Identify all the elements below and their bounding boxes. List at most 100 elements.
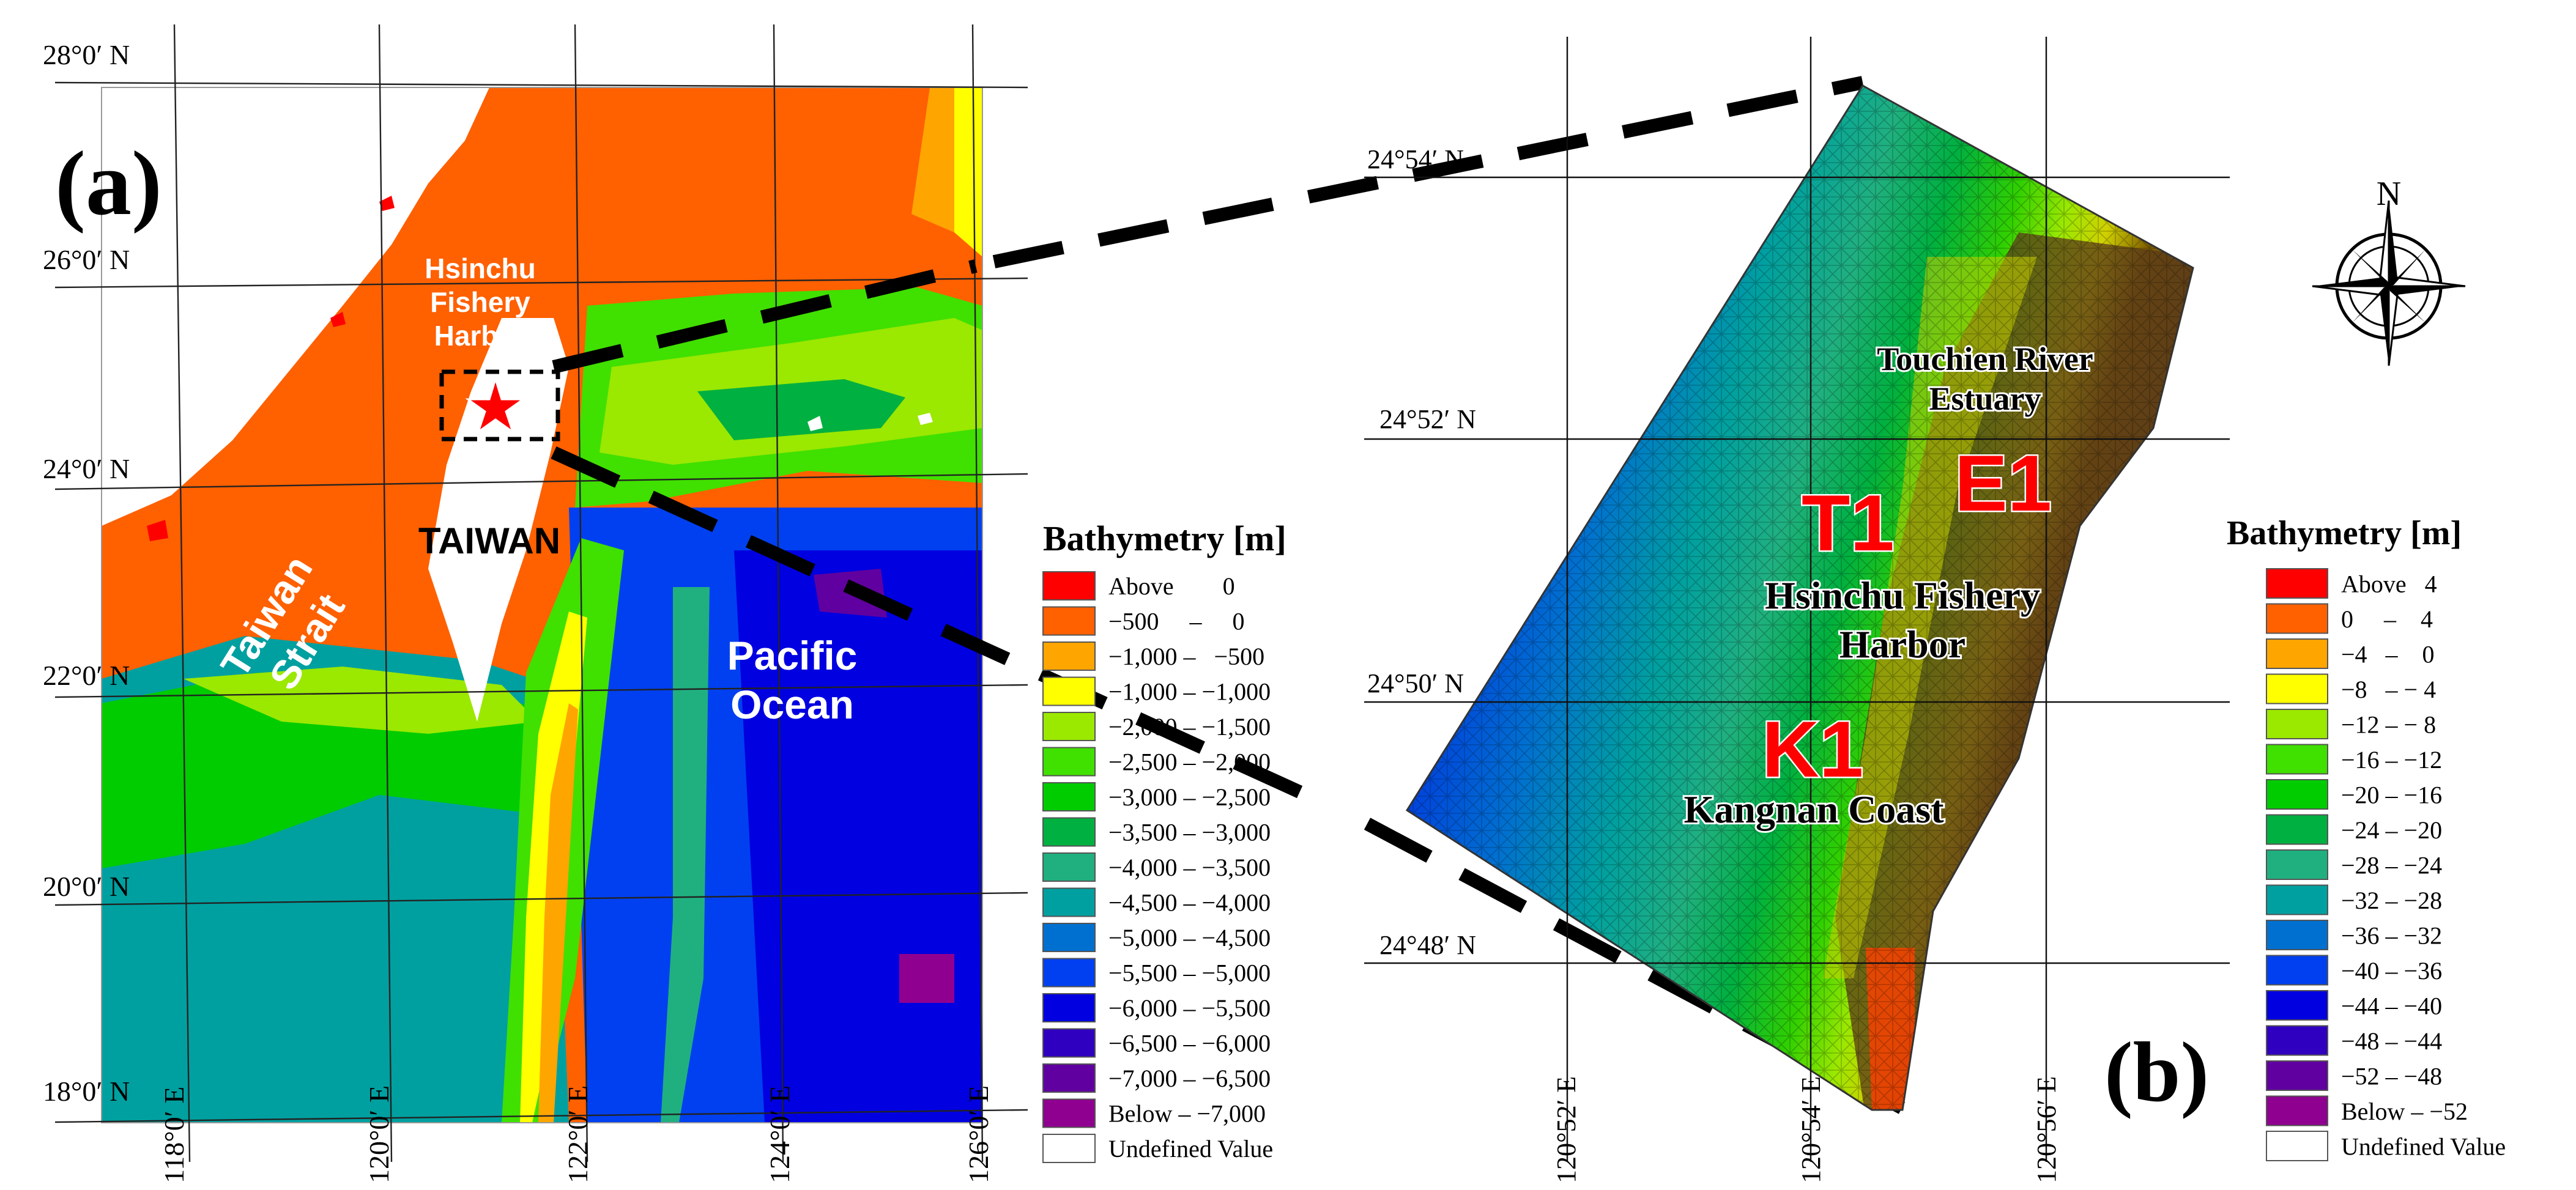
legend-b-label-12: −44 – −40 (2341, 992, 2442, 1019)
lat-label-24-48n: 24°48′ N (1379, 930, 1476, 960)
legend-a-label-6: −3,000 – −2,500 (1108, 783, 1271, 811)
legend-b-swatch-16 (2266, 1131, 2328, 1161)
slope-east-orange (911, 87, 954, 232)
taiwan-label: TAIWAN (418, 520, 560, 561)
legend-a-swatch-7 (1042, 817, 1096, 847)
legend-a-label-2: −1,000 – −500 (1108, 643, 1264, 670)
legend-a-label-7: −3,500 – −3,000 (1108, 818, 1271, 846)
legend-a-title: Bathymetry [m] (1043, 519, 1286, 558)
lon-label-118e: 118°0′ E (158, 1087, 190, 1183)
legend-a-swatch-6 (1042, 782, 1096, 811)
lat-label-18n: 18°0′ N (43, 1076, 130, 1107)
legend-a-swatch-2 (1042, 641, 1096, 671)
ocean-deepest-patch-2 (899, 954, 954, 1003)
lat-label-24-54n: 24°54′ N (1367, 144, 1464, 174)
legend-a-swatch-15 (1042, 1098, 1096, 1128)
lat-label-22n: 22°0′ N (43, 660, 130, 691)
legend-b-label-7: −24 – −20 (2341, 816, 2442, 844)
panel-a-label: (a) (55, 133, 162, 234)
legend-b-label-9: −32 – −28 (2341, 887, 2442, 914)
north-label: N (2377, 175, 2401, 213)
legend-panel-a: Bathymetry [m] Above 0 −500 – 0 −1,000 – −… (1042, 519, 1286, 1163)
slope-east (954, 87, 982, 257)
legend-b-label-11: −40 – −36 (2341, 957, 2442, 985)
legend-a-label-8: −4,000 – −3,500 (1108, 854, 1271, 881)
legend-a-swatch-0 (1042, 571, 1096, 601)
legend-a-swatch-14 (1042, 1063, 1096, 1093)
legend-a-label-13: −6,500 – −6,000 (1108, 1029, 1271, 1057)
harbor-label-line3: Harbor (434, 320, 527, 352)
ridge-orange (538, 703, 578, 1123)
china-mainland (102, 87, 489, 526)
legend-b-swatch-4 (2266, 709, 2328, 739)
ridge-east-green (661, 587, 710, 1123)
legend-b-swatch-7 (2266, 814, 2328, 845)
legend-a-label-16: Undefined Value (1108, 1135, 1273, 1162)
study-area-box (439, 369, 560, 442)
legend-a-label-4: −2,000 – −1,500 (1108, 713, 1271, 741)
legend-b-swatch-8 (2266, 849, 2328, 880)
legend-b-label-0: Above 4 (2341, 570, 2437, 597)
okinawa-trough-core (697, 379, 905, 440)
legend-a-swatch-13 (1042, 1028, 1096, 1058)
estuary-label-line2: Estuary (1929, 380, 2041, 417)
lon-label-120-54e: 120°54′ E (1796, 1076, 1826, 1183)
legend-a-swatch-16 (1042, 1134, 1096, 1163)
lon-label-120-56e: 120°56′ E (2032, 1076, 2062, 1183)
legend-a-swatch-3 (1042, 676, 1096, 706)
harbor-label-line2: Fishery (430, 286, 530, 318)
station-e1: E1 (1954, 438, 2052, 528)
legend-panel-b: Bathymetry [m] Above 4 0 – 4 −4 – 0 −8 – − … (2227, 514, 2506, 1161)
legend-a-label-14: −7,000 – −6,500 (1108, 1065, 1271, 1092)
harbor-star-icon (465, 375, 526, 434)
legend-a-label-12: −6,000 – −5,500 (1108, 994, 1271, 1022)
legend-a-label-10: −5,000 – −4,500 (1108, 924, 1271, 952)
legend-a-swatch-1 (1042, 606, 1096, 636)
legend-b-label-6: −20 – −16 (2341, 781, 2442, 808)
legend-a-label-15: Below – −7,000 (1108, 1099, 1266, 1127)
taiwan-island (428, 318, 569, 722)
legend-b-label-10: −36 – −32 (2341, 922, 2442, 949)
legend-a-label-3: −1,000 – −1,000 (1108, 678, 1271, 705)
lon-label-120e: 120°0′ E (363, 1085, 395, 1183)
legend-b-swatch-12 (2266, 990, 2328, 1021)
estuary-label-line1: Touchien River (1877, 341, 2093, 377)
scs-slope-light (184, 667, 538, 734)
lat-label-24-50n: 24°50′ N (1367, 668, 1464, 698)
legend-b-swatch-2 (2266, 638, 2328, 669)
panel-b-label: (b) (2104, 1025, 2209, 1120)
legend-b-swatch-11 (2266, 955, 2328, 986)
legend-b-label-15: Below – −52 (2341, 1098, 2468, 1125)
panel-a-frame (101, 87, 983, 1123)
lat-label-20n: 20°0′ N (43, 871, 130, 902)
panel-a-graticule (54, 24, 1028, 1162)
legend-a-label-5: −2,500 – −2,000 (1108, 748, 1271, 775)
legend-b-swatch-13 (2266, 1025, 2328, 1056)
legend-b-title: Bathymetry [m] (2227, 514, 2462, 552)
legend-a-swatch-11 (1042, 958, 1096, 988)
legend-b-swatch-1 (2266, 603, 2328, 634)
legend-a-swatch-9 (1042, 887, 1096, 917)
zoom-connector-lines (551, 76, 1909, 1116)
lat-label-24n: 24°0′ N (43, 453, 130, 484)
legend-a-label-9: −4,500 – −4,000 (1108, 889, 1271, 916)
legend-b-swatch-0 (2266, 568, 2328, 599)
legend-b-swatch-14 (2266, 1060, 2328, 1091)
legend-a-swatch-12 (1042, 993, 1096, 1022)
place-coast: Kangnan Coast (1684, 788, 1945, 831)
place-harbor-line1: Hsinchu Fishery (1765, 574, 2040, 617)
legend-a-label-1: −500 – 0 (1108, 607, 1245, 635)
legend-a-label-11: −5,500 – −5,000 (1108, 959, 1271, 986)
lat-label-26n: 26°0′ N (43, 244, 130, 275)
legend-a-swatch-4 (1042, 712, 1096, 741)
station-k1: K1 (1762, 704, 1863, 794)
station-t1: T1 (1802, 478, 1895, 567)
place-harbor-line2: Harbor (1839, 623, 1965, 666)
legend-a-swatch-5 (1042, 747, 1096, 777)
legend-b-label-16: Undefined Value (2341, 1133, 2506, 1160)
legend-b-swatch-10 (2266, 920, 2328, 950)
ocean-label-line2: Ocean (730, 682, 854, 727)
lon-label-120-52e: 120°52′ E (1551, 1076, 1581, 1183)
panel-b-mesh-boundary (1405, 84, 2194, 1111)
legend-b-swatch-5 (2266, 744, 2328, 775)
